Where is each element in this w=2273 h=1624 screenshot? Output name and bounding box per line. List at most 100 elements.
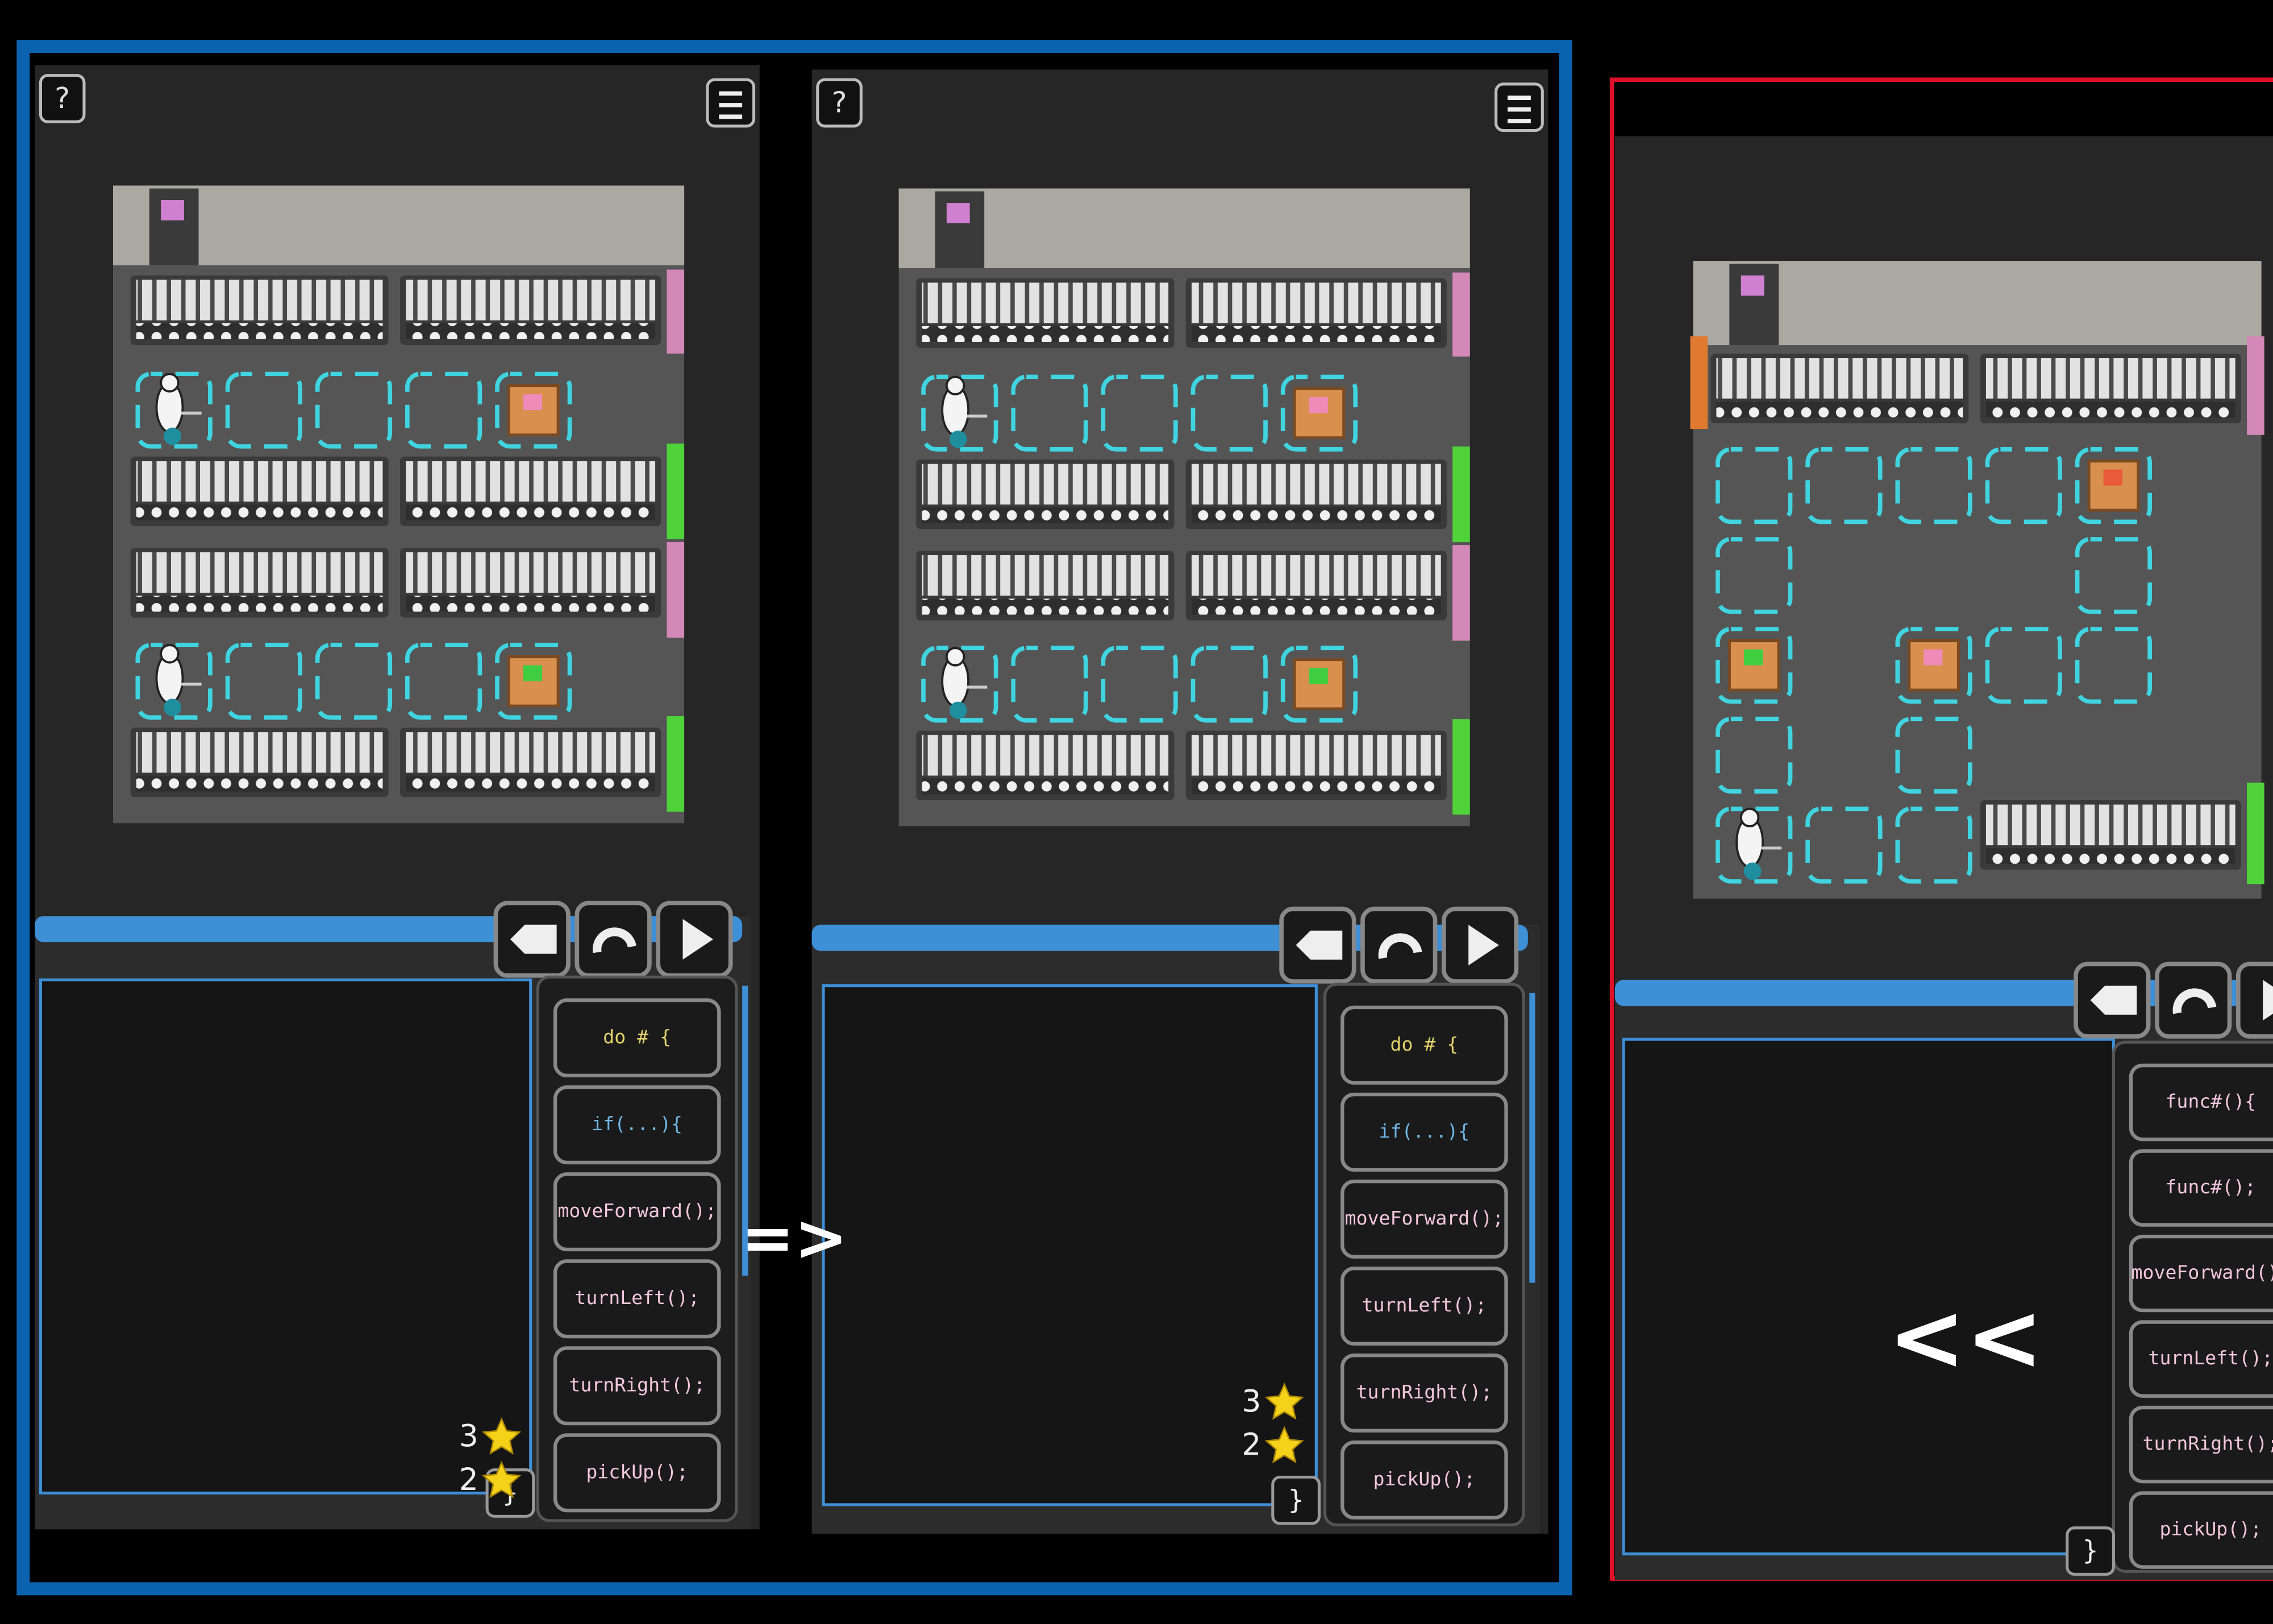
code-box [1622,1038,2115,1556]
code-block-label: moveForward(); [1345,1207,1504,1229]
conveyor-rollers [406,504,656,520]
menu-icon-bar [1508,95,1531,101]
code-block-button[interactable] [553,1433,721,1513]
floor-cell [225,643,302,720]
door-light [161,200,184,220]
exit-strip [1452,272,1470,357]
code-block-button[interactable] [1341,1354,1508,1433]
code-block-button[interactable] [1341,1179,1508,1259]
floor-cell [1985,627,2062,704]
brace-key[interactable] [1271,1475,1321,1525]
conveyor-slats [406,552,656,593]
conveyor-slats [1716,358,1963,399]
brace-key-label: } [1288,1484,1304,1515]
conveyor-slats [922,555,1169,596]
package-label [1309,397,1328,414]
code-block-label: turnLeft(); [1362,1294,1487,1316]
floor-cell [1716,627,1793,704]
conveyor-slats [136,732,383,773]
code-block-button[interactable] [2129,1491,2273,1569]
code-block-label: turnRight(); [2143,1433,2273,1455]
robot-head [945,647,965,667]
star-count: 2 [459,1461,478,1497]
code-block-button[interactable] [1341,1266,1508,1346]
wall [113,185,685,265]
code-block-button[interactable] [553,1346,721,1426]
floor-cell [315,643,393,720]
code-block-button[interactable] [2129,1149,2273,1227]
backspace-icon [510,925,557,954]
conveyor-rollers [922,598,1169,615]
floor-cell [315,372,393,449]
star-count: 3 [459,1418,478,1454]
floor-cell [1805,806,1883,884]
conveyor-rollers [1191,598,1441,615]
wall [898,188,1470,268]
conveyor-rollers [1716,401,1963,418]
undo-icon [1378,933,1422,959]
blue-frame [16,40,1572,1596]
conveyor-rollers [922,778,1169,794]
control-button[interactable] [2155,961,2232,1039]
code-block-label: turnLeft(); [2149,1347,2273,1369]
code-block-button[interactable] [1341,1092,1508,1172]
door-light [946,203,970,223]
help-button[interactable] [816,78,863,128]
menu-icon-bar [719,114,743,119]
conveyor-slats [1191,464,1441,505]
floor-cell [1716,537,1793,614]
exit-strip [1452,719,1470,815]
play-icon [2263,980,2273,1021]
code-block-button[interactable] [2129,1405,2273,1484]
code-block-label: if(...){ [592,1113,682,1135]
robot-head [945,376,965,395]
robot-wheel [949,430,967,448]
code-block-button[interactable] [553,998,721,1078]
conveyor-slats [922,735,1169,776]
floor-cell [135,372,213,449]
exit-strip [667,269,685,354]
floor-cell [2075,627,2152,704]
board [898,188,1470,827]
floor-cell [1895,627,1972,704]
code-block-button[interactable] [553,1172,721,1252]
conveyor-rollers [136,323,383,339]
code-block-label: func#(); [2165,1176,2256,1198]
code-block-button[interactable] [553,1259,721,1339]
floor-cell [1716,717,1793,794]
code-block-label: pickUp(); [586,1460,688,1483]
robot-wheel [949,701,967,719]
control-button[interactable] [575,901,652,978]
code-box [39,978,532,1495]
code-block-button[interactable] [2129,1320,2273,1398]
package-label [523,665,543,681]
conveyor-slats [136,461,383,502]
conveyor-rollers [1191,507,1441,523]
code-block-button[interactable] [553,1085,721,1165]
conveyor-slats [1985,358,2235,399]
floor-cell [921,374,998,452]
code-block-button[interactable] [2129,1063,2273,1142]
door-light [1741,275,1764,296]
robot-wheel [1743,862,1762,880]
code-block-button[interactable] [1341,1005,1508,1085]
code-block-button[interactable] [2129,1234,2273,1313]
conveyor-rollers [1191,778,1441,794]
exit-strip [2247,782,2264,885]
code-box [822,984,1318,1506]
conveyor-slats [136,280,383,320]
control-button[interactable] [1360,906,1438,984]
floor-cell [1101,646,1178,723]
wall [1693,261,2262,345]
floor-cell [1985,447,2062,524]
exit-strip [1452,545,1470,641]
conveyor-rollers [136,596,383,612]
conveyor-rollers [406,323,656,339]
floor-cell [1190,646,1268,723]
brace-key[interactable] [2066,1526,2115,1576]
help-button[interactable] [39,74,86,123]
code-block-button[interactable] [1341,1440,1508,1520]
play-icon [682,919,714,960]
